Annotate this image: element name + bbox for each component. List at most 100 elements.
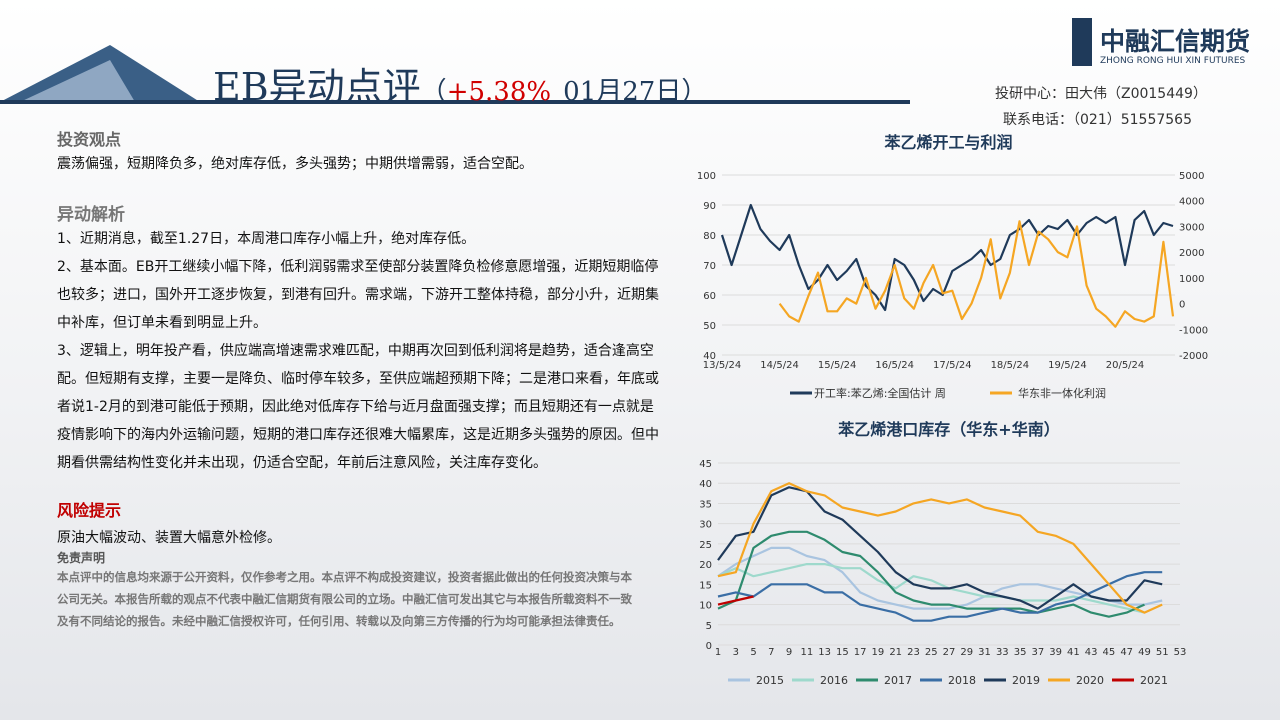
x-tick-label: 19: [872, 647, 885, 658]
y2-tick-label: 0: [1179, 300, 1185, 311]
x-tick-label: 41: [1067, 647, 1080, 658]
x-tick-label: 31: [978, 647, 991, 658]
logo-mark: [1072, 18, 1092, 66]
series-line: [717, 486, 1163, 610]
x-tick-label: 15: [836, 647, 849, 658]
x-tick-label: 19/5/24: [1048, 360, 1087, 371]
series-line: [717, 595, 754, 606]
x-tick-label: 15/5/24: [818, 360, 857, 371]
legend-label: 2015: [756, 674, 784, 687]
x-tick-label: 43: [1085, 647, 1098, 658]
x-tick-label: 37: [1031, 647, 1044, 658]
y2-tick-label: 2000: [1179, 248, 1204, 259]
y-tick-label: 35: [699, 499, 712, 510]
analysis-item: 2、基本面。EB开工继续小幅下降，低利润弱需求至使部分装置降负检修意愿增强，近期…: [57, 259, 659, 331]
title-row: EB异动点评（+5.38% 01月27日）: [213, 56, 707, 111]
y2-tick-label: -2000: [1179, 351, 1208, 362]
analysis-list: 1、近期消息，截至1.27日，本周港口库存小幅上升，绝对库存低。 2、基本面。EB…: [57, 225, 667, 477]
x-tick-label: 39: [1049, 647, 1062, 658]
x-tick-label: 14/5/24: [760, 360, 799, 371]
y2-tick-label: -1000: [1179, 325, 1208, 336]
date: 01月27日: [563, 77, 682, 107]
y-tick-label: 30: [699, 520, 712, 531]
x-tick-label: 35: [1014, 647, 1027, 658]
y2-tick-label: 4000: [1179, 197, 1204, 208]
y-tick-label: 5: [706, 621, 712, 632]
analysis-item: 1、近期消息，截至1.27日，本周港口库存小幅上升，绝对库存低。: [57, 231, 476, 247]
legend-label: 2021: [1140, 674, 1168, 687]
legend-label: 开工率:苯乙烯:全国估计 周: [814, 386, 946, 400]
x-tick-label: 20/5/24: [1106, 360, 1145, 371]
x-tick-label: 53: [1174, 647, 1187, 658]
x-tick-label: 17: [854, 647, 867, 658]
series-line: [717, 563, 1145, 614]
x-tick-label: 29: [960, 647, 973, 658]
x-tick-label: 18/5/24: [991, 360, 1030, 371]
series-line: [717, 530, 1145, 618]
paren: ）: [681, 77, 708, 107]
legend-label: 2016: [820, 674, 848, 687]
y-tick-label: 80: [703, 231, 716, 242]
x-tick-label: 21: [889, 647, 902, 658]
series-line: [720, 203, 1174, 312]
disclaimer-heading: 免责声明: [57, 551, 106, 565]
x-tick-label: 9: [786, 647, 792, 658]
paren: （: [420, 77, 447, 107]
x-tick-label: 11: [800, 647, 813, 658]
x-tick-label: 33: [996, 647, 1009, 658]
x-tick-label: 1: [715, 647, 721, 658]
x-tick-label: 3: [733, 647, 739, 658]
y-tick-label: 20: [699, 560, 712, 571]
header-triangle: [20, 60, 135, 102]
section-heading: 风险提示: [57, 501, 122, 520]
x-tick-label: 13: [818, 647, 831, 658]
paragraph: 震荡偏强，短期降负多，绝对库存低，多头强势；中期供增需弱，适合空配。: [57, 156, 533, 172]
y-tick-label: 40: [703, 351, 716, 362]
header-rule: [0, 100, 910, 104]
left-column: 投资观点 震荡偏强，短期降负多，绝对库存低，多头强势；中期供增需弱，适合空配。 …: [57, 126, 667, 632]
x-tick-label: 51: [1156, 647, 1169, 658]
y2-tick-label: 3000: [1179, 222, 1204, 233]
chart-title: 苯乙烯港口库存（华东+华南）: [837, 420, 1059, 439]
x-tick-label: 17/5/24: [933, 360, 972, 371]
y-tick-label: 45: [699, 459, 712, 470]
analysis-item: 3、逻辑上，明年投产看，供应端高增速需求难匹配，中期再次回到低利润将是趋势，适合…: [57, 343, 659, 471]
series-line: [778, 220, 1175, 328]
y-tick-label: 70: [703, 261, 716, 272]
change: +5.38%: [446, 77, 552, 107]
x-tick-label: 25: [925, 647, 938, 658]
y-tick-label: 60: [703, 291, 716, 302]
x-tick-label: 23: [907, 647, 920, 658]
y-tick-label: 25: [699, 540, 712, 551]
x-tick-label: 16/5/24: [875, 360, 914, 371]
y-tick-label: 10: [699, 601, 712, 612]
series-line: [717, 482, 1163, 614]
paragraph: 原油大幅波动、装置大幅意外检修。: [57, 530, 281, 546]
y2-tick-label: 1000: [1179, 274, 1204, 285]
legend-label: 2017: [884, 674, 912, 687]
legend-label: 华东非一体化利润: [1018, 386, 1106, 400]
logo-text: 中融汇信期货: [1100, 27, 1251, 56]
title: EB异动点评: [213, 65, 421, 109]
y-tick-label: 15: [699, 580, 712, 591]
x-tick-label: 13/5/24: [703, 360, 742, 371]
chart-title: 苯乙烯开工与利润: [883, 133, 1012, 152]
x-tick-label: 45: [1103, 647, 1116, 658]
legend-label: 2018: [948, 674, 976, 687]
x-tick-label: 7: [768, 647, 774, 658]
phone: 联系电话：（021）51557565: [1003, 112, 1192, 128]
x-tick-label: 5: [750, 647, 756, 658]
logo-sub: ZHONG RONG HUI XIN FUTURES: [1100, 56, 1246, 66]
x-tick-label: 49: [1138, 647, 1151, 658]
legend-label: 2019: [1012, 674, 1040, 687]
contact: 投研中心：田大伟（Z0015449）: [995, 86, 1207, 102]
x-tick-label: 47: [1120, 647, 1133, 658]
disclaimer: 本点评中的信息均来源于公开资料，仅作参考之用。本点评不构成投资建议，投资者据此做…: [57, 570, 632, 628]
x-tick-label: 27: [943, 647, 956, 658]
section-heading: 投资观点: [57, 130, 122, 149]
y-tick-label: 40: [699, 479, 712, 490]
y2-tick-label: 5000: [1179, 171, 1204, 182]
